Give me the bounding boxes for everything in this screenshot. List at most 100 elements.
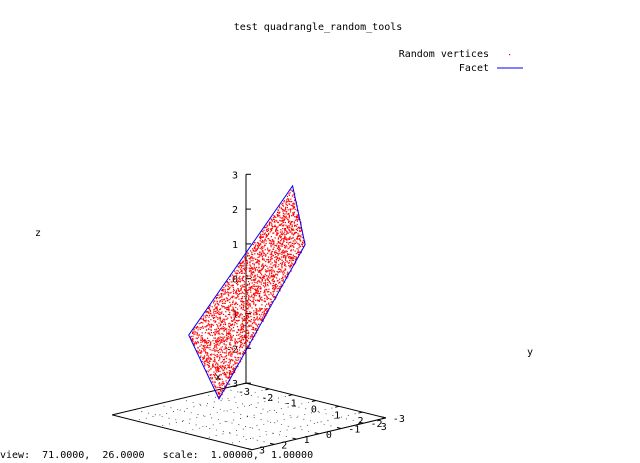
- random-vertex-point: [244, 349, 246, 351]
- random-vertex-point: [219, 311, 221, 314]
- random-vertex-point: [239, 316, 241, 318]
- random-vertex-point: [241, 279, 243, 282]
- random-vertex-point: [222, 389, 224, 391]
- random-vertex-point: [284, 275, 286, 277]
- random-vertex-point: [277, 237, 280, 239]
- random-vertex-point: [252, 287, 254, 290]
- random-vertex-point: [241, 322, 243, 324]
- random-vertex-point: [213, 345, 215, 347]
- random-vertex-point: [237, 329, 240, 331]
- random-vertex-point: [267, 238, 269, 240]
- random-vertex-point: [235, 311, 237, 313]
- random-vertex-point: [258, 323, 260, 325]
- random-vertex-point: [259, 299, 261, 301]
- random-vertex-point: [222, 356, 224, 358]
- random-vertex-point: [271, 228, 273, 230]
- random-vertex-point: [249, 311, 251, 313]
- random-vertex-point: [255, 288, 257, 290]
- random-vertex-point: [281, 217, 283, 220]
- random-vertex-point: [241, 265, 243, 267]
- random-vertex-point: [215, 306, 217, 308]
- random-vertex-point: [216, 347, 218, 349]
- random-vertex-point: [272, 240, 274, 242]
- random-vertex-point: [281, 223, 283, 225]
- random-vertex-point: [224, 361, 226, 363]
- z-tick-label: 0: [232, 275, 238, 286]
- x-tick-mark: [335, 405, 340, 408]
- random-vertex-point: [230, 338, 232, 340]
- random-vertex-point: [219, 370, 221, 372]
- random-vertex-point: [229, 355, 232, 357]
- random-vertex-point: [295, 253, 297, 255]
- random-vertex-point: [293, 205, 295, 208]
- random-vertex-point: [274, 216, 276, 218]
- random-vertex-point: [194, 333, 196, 335]
- random-vertex-point: [208, 321, 210, 323]
- random-vertex-point: [289, 265, 292, 267]
- random-vertex-point: [231, 355, 233, 357]
- random-vertex-point: [201, 338, 204, 341]
- random-vertex-point: [263, 313, 265, 315]
- random-vertex-point: [245, 307, 247, 309]
- random-vertex-point: [251, 274, 253, 276]
- random-vertex-point: [218, 394, 220, 396]
- random-vertex-point: [286, 201, 288, 203]
- random-vertex-point: [259, 276, 261, 278]
- random-vertex-point: [271, 270, 273, 273]
- random-vertex-point: [271, 285, 274, 287]
- random-vertex-point: [247, 313, 249, 315]
- random-vertex-point: [231, 339, 233, 341]
- random-vertex-point: [236, 334, 238, 336]
- random-vertex-point: [285, 215, 287, 217]
- random-vertex-point: [240, 297, 242, 300]
- random-vertex-point: [207, 342, 209, 344]
- random-vertex-point: [207, 345, 209, 347]
- random-vertex-point: [285, 202, 287, 204]
- random-vertex-point: [258, 279, 260, 281]
- random-vertex-point: [254, 305, 257, 307]
- random-vertex-point: [238, 278, 240, 280]
- z-tick-label: 2: [232, 205, 238, 216]
- random-vertex-point: [234, 272, 236, 274]
- random-vertex-point: [245, 289, 247, 291]
- random-vertex-point: [280, 283, 282, 285]
- random-vertex-point: [244, 335, 246, 337]
- random-vertex-point: [230, 359, 232, 361]
- random-vertex-point: [287, 213, 289, 215]
- random-vertex-point: [228, 326, 231, 328]
- random-vertex-point: [285, 209, 287, 211]
- random-vertex-point: [292, 203, 294, 205]
- random-vertex-point: [298, 244, 300, 246]
- random-vertex-point: [224, 347, 226, 350]
- random-vertex-point: [209, 374, 211, 376]
- random-vertex-point: [273, 218, 275, 221]
- random-vertex-point: [247, 292, 249, 294]
- random-vertex-point: [213, 314, 215, 317]
- random-vertex-point: [252, 326, 254, 328]
- random-vertex-point: [282, 277, 284, 279]
- random-vertex-point: [250, 267, 252, 269]
- random-vertex-point: [214, 329, 216, 331]
- random-vertex-point: [268, 269, 270, 271]
- random-vertex-point: [189, 336, 191, 338]
- random-vertex-point: [240, 361, 242, 363]
- random-vertex-point: [214, 334, 216, 336]
- random-vertex-point: [285, 237, 287, 239]
- random-vertex-point: [225, 311, 227, 313]
- random-vertex-point: [232, 335, 234, 337]
- random-vertex-point: [211, 381, 213, 383]
- random-vertex-point: [296, 236, 299, 238]
- random-vertex-point: [279, 217, 281, 219]
- random-vertex-point: [268, 288, 270, 290]
- random-vertex-point: [302, 241, 304, 243]
- random-vertex-point: [244, 259, 246, 261]
- random-vertex-point: [218, 367, 220, 369]
- random-vertex-point: [214, 321, 216, 323]
- random-vertex-point: [218, 329, 221, 331]
- random-vertex-point: [249, 267, 251, 270]
- random-vertex-point: [194, 331, 196, 333]
- random-vertex-point: [246, 290, 248, 292]
- random-vertex-point: [242, 306, 244, 309]
- random-vertex-point: [256, 285, 258, 287]
- random-vertex-point: [271, 253, 273, 256]
